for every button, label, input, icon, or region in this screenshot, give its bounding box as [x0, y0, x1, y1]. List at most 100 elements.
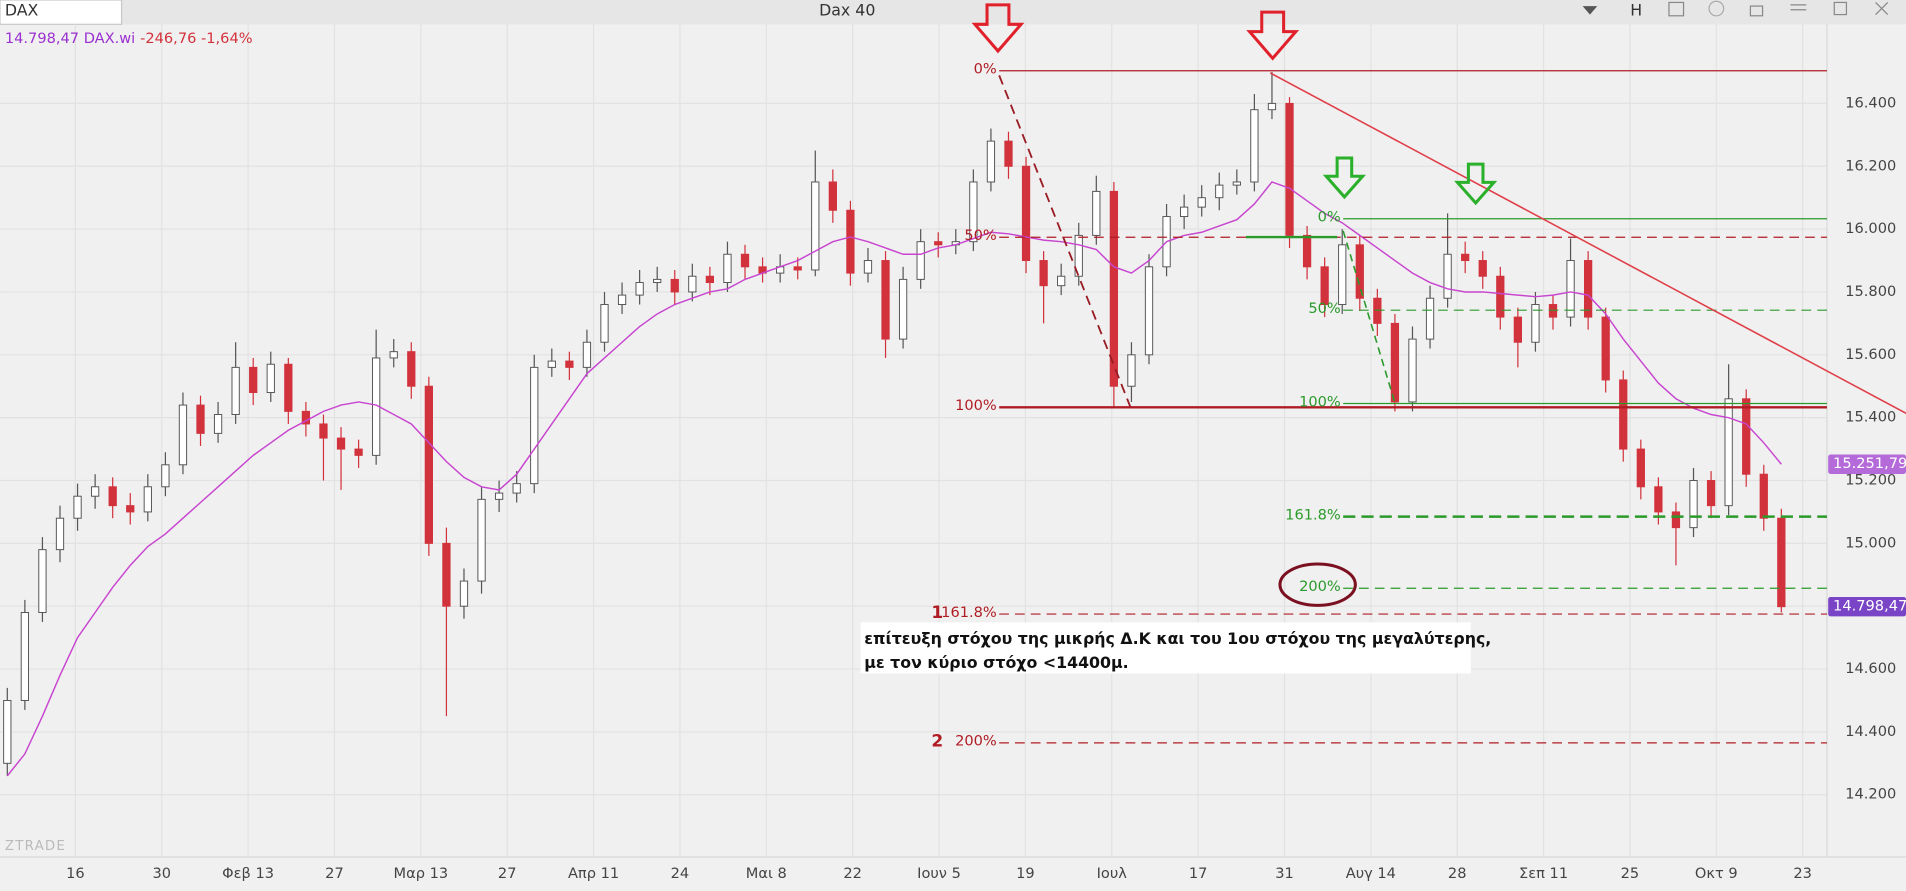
price-tag-label: 15.251,79: [1833, 455, 1906, 472]
price-tag-label: 14.798,47: [1833, 598, 1906, 615]
candle-body: [3, 699, 12, 764]
x-tick-label: Αυγ 14: [1346, 865, 1396, 882]
candle-body: [494, 492, 504, 500]
grid: [0, 24, 1827, 857]
candle-body: [126, 505, 135, 513]
arrow: [971, 3, 1025, 54]
candle-body: [90, 486, 100, 497]
candle-body: [442, 542, 451, 607]
candle-body: [424, 385, 433, 544]
candle-body: [1021, 165, 1031, 262]
x-tick-label: 31: [1275, 865, 1294, 882]
candle-body: [1724, 398, 1733, 507]
y-tick-label: 15.800: [1845, 283, 1896, 300]
candle-body: [1338, 244, 1347, 306]
candle-body: [20, 611, 29, 701]
candle-body: [916, 241, 925, 280]
x-tick-label: 27: [325, 865, 344, 882]
candle-body: [196, 404, 205, 434]
candle-body: [1601, 316, 1610, 381]
dropdown[interactable]: [1582, 6, 1598, 15]
x-tick-label: 22: [843, 865, 862, 882]
note-box: [860, 622, 1471, 674]
fib-label: 161.8%: [1285, 506, 1341, 523]
candle-body: [407, 351, 416, 387]
candle-body: [1250, 109, 1259, 183]
arrow: [1322, 156, 1367, 200]
candle-body: [1057, 275, 1066, 287]
candle-body: [1478, 260, 1487, 277]
icon[interactable]: [1790, 4, 1807, 11]
arrow: [1454, 162, 1498, 206]
candle-body: [1109, 190, 1119, 387]
x-tick-label: Σεπ 11: [1519, 865, 1568, 882]
x-tick-label: 30: [152, 865, 171, 882]
y-tick-label: 16.200: [1845, 157, 1896, 174]
candle-body: [178, 404, 188, 466]
x-tick-label: Φεβ 13: [222, 865, 274, 882]
top-bar: [0, 0, 1906, 25]
candle-body: [688, 275, 697, 293]
fib-tag: 1: [931, 603, 943, 623]
candle-body: [898, 278, 908, 340]
candle-body: [846, 209, 855, 274]
candle-body: [1566, 260, 1575, 318]
candle-body: [1461, 253, 1470, 262]
candle-body: [547, 360, 556, 368]
icon[interactable]: [1708, 0, 1725, 17]
price-tag: [1828, 596, 1906, 617]
candle-body: [143, 486, 152, 513]
candle-body: [723, 253, 732, 284]
trend-line: [1342, 230, 1397, 406]
icon[interactable]: [1833, 1, 1848, 16]
candle-body: [161, 464, 170, 488]
note-line: επίτευξη στόχου της μικρής Δ.Κ και του 1…: [864, 629, 1491, 648]
candle-body: [231, 366, 240, 416]
h-button[interactable]: H: [1630, 0, 1642, 19]
quote-name: 14.798,47 DAX.wi: [5, 30, 135, 47]
candle-body: [934, 241, 943, 246]
icon[interactable]: [1668, 1, 1685, 17]
note-line: με τον κύριο στόχο <14400μ.: [864, 653, 1128, 672]
watermark: ZTRADE: [5, 839, 66, 854]
candle-body: [617, 294, 627, 306]
y-tick-label: 15.600: [1845, 346, 1896, 363]
candle-body: [1232, 181, 1241, 186]
candle-body: [811, 181, 820, 271]
candle-body: [1004, 140, 1013, 167]
x-tick-label: 25: [1621, 865, 1640, 882]
y-tick-label: 14.200: [1845, 786, 1896, 803]
y-tick-label: 15.400: [1845, 409, 1896, 426]
symbol-box[interactable]: [0, 0, 123, 25]
y-tick-label: 14.600: [1845, 660, 1896, 677]
candle-body: [530, 366, 539, 485]
candle-body: [354, 448, 363, 456]
annotations: [860, 3, 1906, 674]
candle-body: [828, 181, 837, 211]
candle-body: [319, 423, 328, 439]
candle-body: [1039, 260, 1048, 287]
candle-body: [1197, 197, 1206, 208]
candle-body: [565, 360, 574, 368]
candle-body: [301, 410, 311, 425]
fib-label: 100%: [955, 397, 997, 414]
candle-body: [705, 275, 715, 284]
candle-body: [389, 351, 398, 359]
fib-label: 161.8%: [941, 604, 997, 621]
candle-body: [653, 278, 662, 284]
trend-line: [998, 75, 1132, 408]
highlight-circle: [1278, 562, 1357, 607]
candle-body: [1443, 253, 1452, 299]
fib-tag: 2: [931, 732, 943, 752]
candle-body: [1074, 234, 1083, 277]
moving-average: [6, 181, 1782, 777]
x-tick-label: 17: [1189, 865, 1208, 882]
candle-body: [635, 282, 644, 296]
icon[interactable]: [1749, 5, 1764, 17]
candle-body: [1144, 266, 1154, 356]
close-icon[interactable]: [1875, 2, 1889, 16]
fib-label: 0%: [974, 61, 997, 78]
candle-body: [284, 363, 293, 412]
